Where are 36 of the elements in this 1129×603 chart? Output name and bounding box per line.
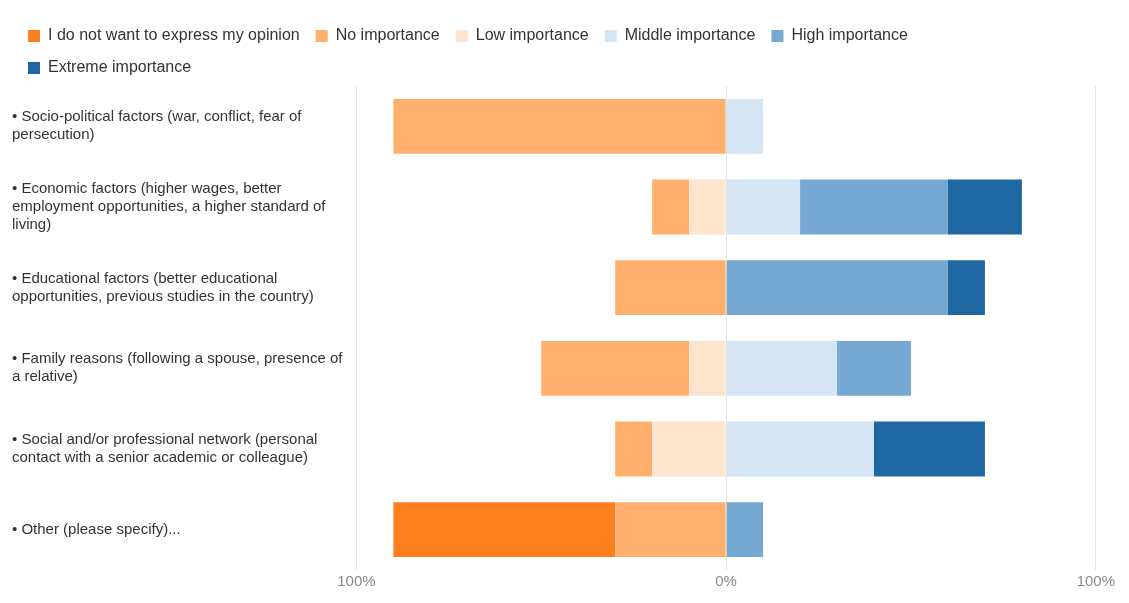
y-tick-label: • Socio-political factors (war, conflict, fear of persecution) [12, 107, 303, 143]
bar [726, 502, 764, 558]
y-tick-label: • Family reasons (following a spouse, presence of a relative) [12, 349, 344, 385]
legend-label: Extreme importance [48, 58, 192, 76]
bar [393, 502, 616, 558]
bar [541, 340, 690, 396]
bar [393, 98, 726, 154]
x-tick-label: 0% [715, 572, 737, 590]
bar [800, 179, 948, 235]
bar [689, 179, 726, 235]
bar [947, 179, 1022, 235]
legend-label: Low importance [475, 26, 589, 44]
y-tick-label: • Economic factors (higher wages, better employment opportunities, a higher standard of living) [12, 179, 327, 233]
bar [726, 260, 948, 316]
bar [652, 421, 726, 477]
bar [947, 260, 985, 316]
bar [689, 340, 726, 396]
bar [615, 260, 726, 316]
y-tick-label: • Other (please specify)... [12, 519, 181, 537]
bar [874, 421, 985, 477]
legend-label: High importance [791, 26, 909, 44]
legend-label: No importance [335, 26, 440, 44]
bar [837, 340, 911, 396]
bar [726, 179, 801, 235]
bar [652, 179, 690, 235]
bar [726, 340, 838, 396]
bar [726, 98, 764, 154]
y-tick-label: • Educational factors (better educational opportunities, previous studies in the country) [12, 268, 314, 304]
legend-label: I do not want to express my opinion [48, 26, 300, 44]
x-tick-label: 100% [1076, 572, 1116, 590]
legend-label: Middle importance [624, 26, 756, 44]
bar [615, 421, 653, 477]
bar [726, 421, 874, 477]
x-tick-label: 100% [337, 572, 376, 590]
bar [615, 502, 726, 558]
y-tick-label: • Social and/or professional network (personal contact with a senior academic or colleague) [12, 430, 318, 466]
